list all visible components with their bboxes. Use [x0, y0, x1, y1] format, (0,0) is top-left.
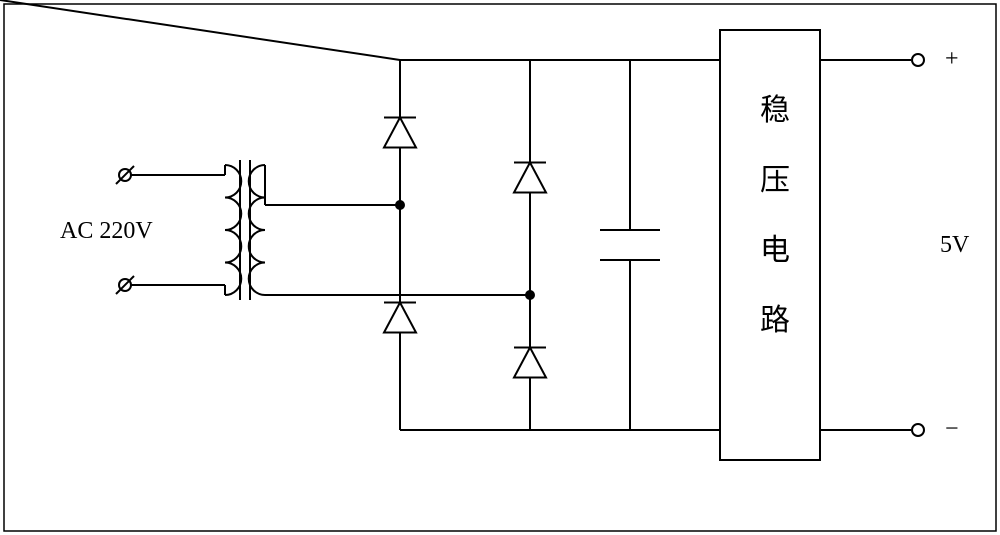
output-voltage-label: 5V: [940, 232, 970, 258]
minus-label: −: [945, 416, 959, 442]
plus-label: +: [945, 46, 959, 72]
ac-input-label: AC 220V: [60, 218, 153, 244]
